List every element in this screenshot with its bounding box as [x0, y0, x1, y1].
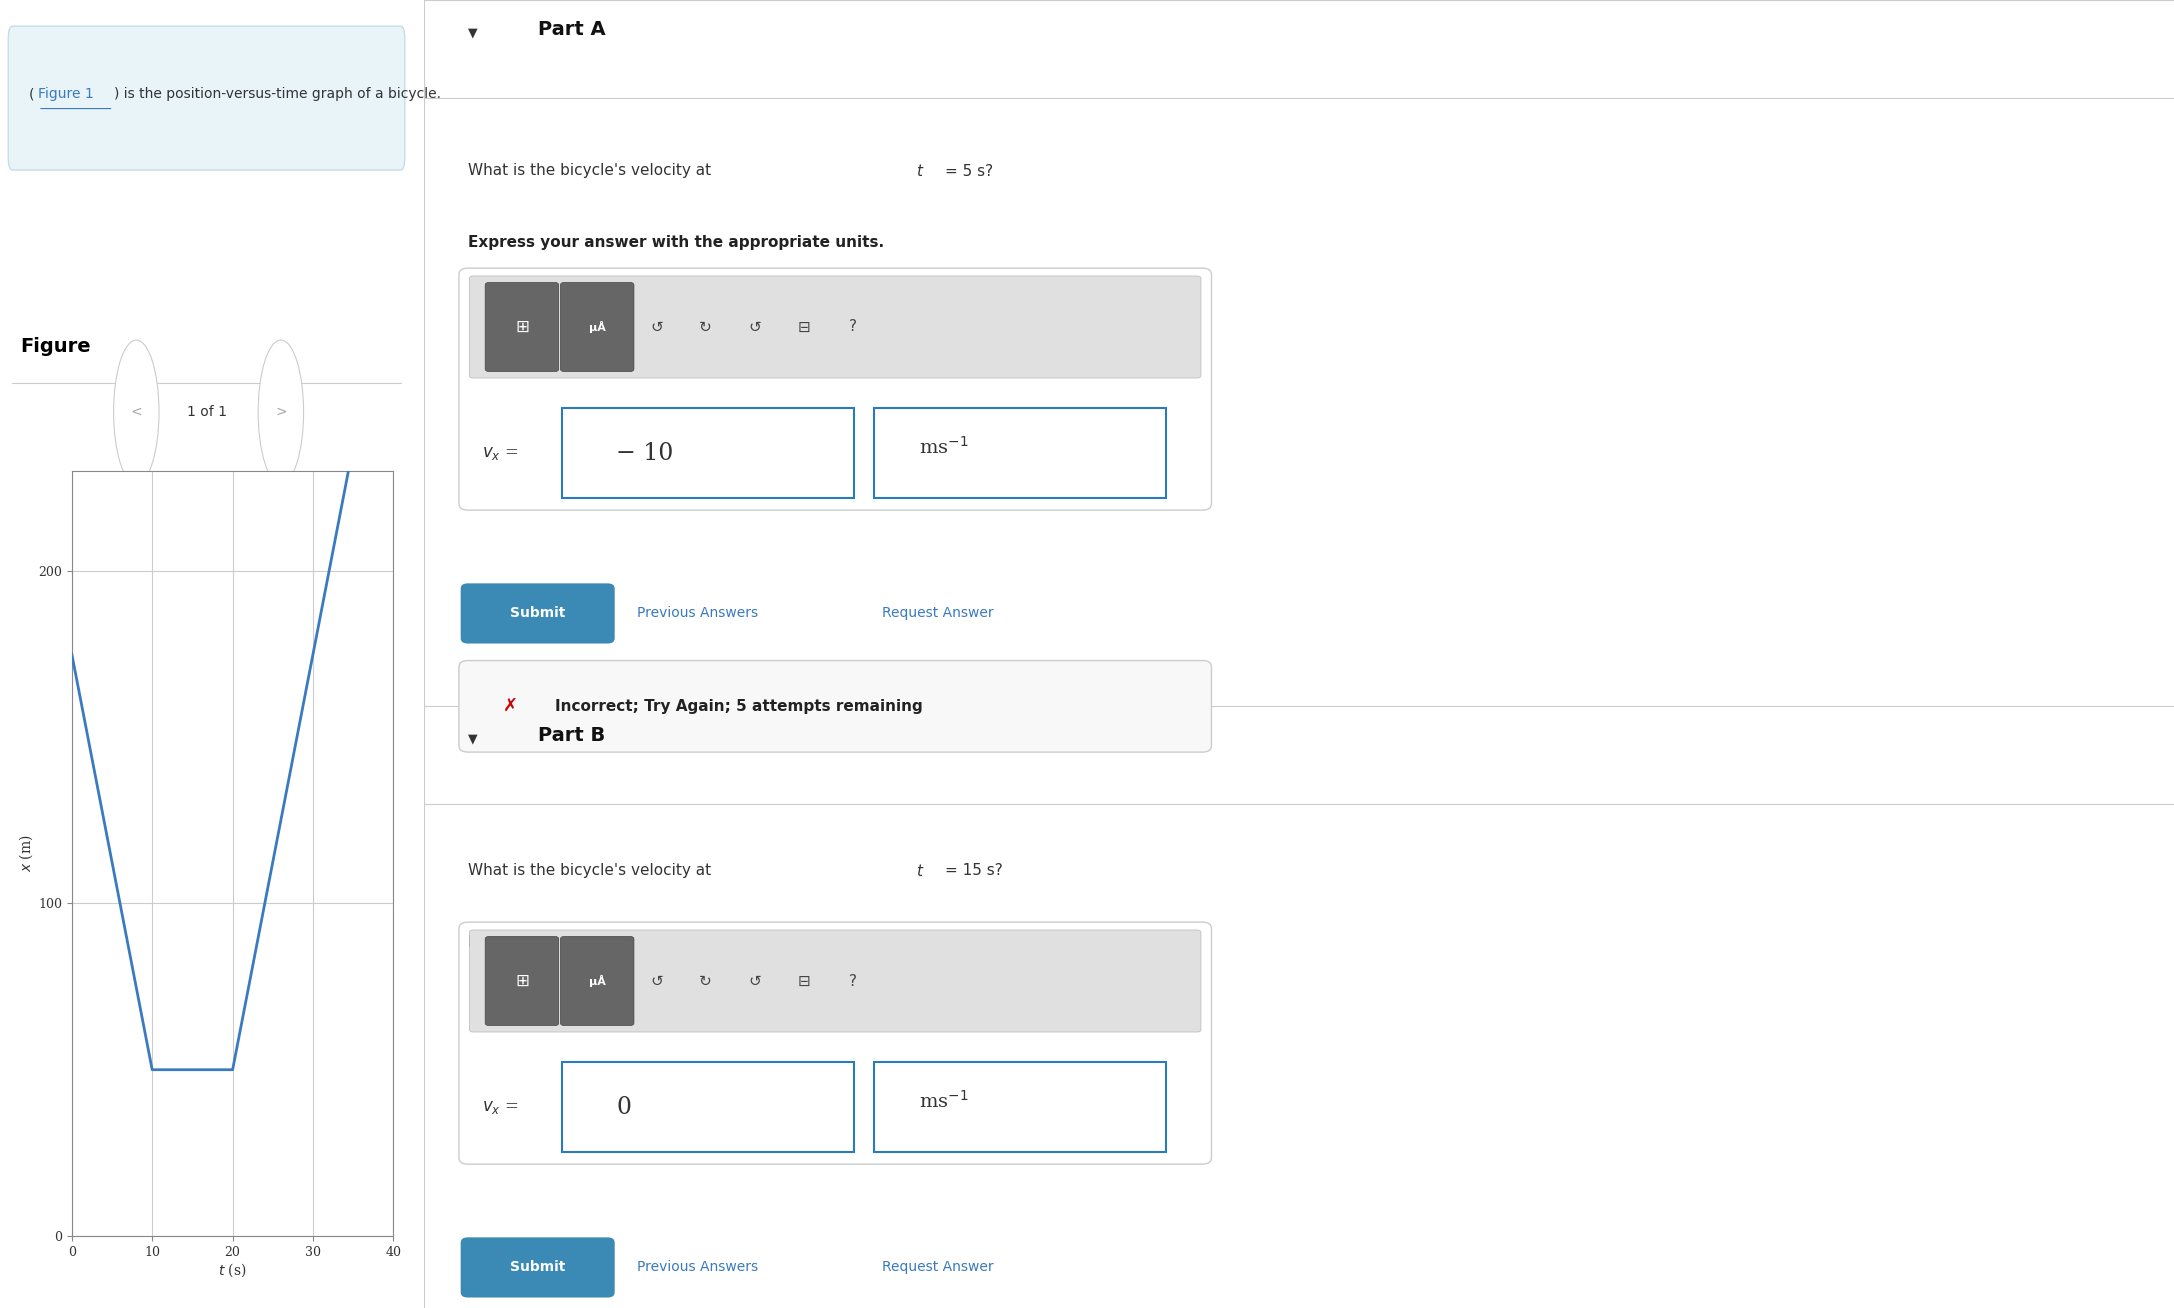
Text: ms$^{-1}$: ms$^{-1}$	[920, 1090, 970, 1112]
Text: $t$: $t$	[915, 863, 924, 879]
Text: ✗: ✗	[502, 697, 517, 715]
FancyBboxPatch shape	[9, 26, 404, 170]
FancyBboxPatch shape	[874, 1062, 1165, 1152]
FancyBboxPatch shape	[459, 268, 1211, 510]
Text: Submit: Submit	[511, 607, 565, 620]
Text: ⊞: ⊞	[515, 972, 528, 990]
FancyBboxPatch shape	[561, 937, 635, 1025]
Text: Submit: Submit	[511, 1261, 565, 1274]
Text: What is the bicycle's velocity at: What is the bicycle's velocity at	[467, 863, 715, 878]
Text: What is the bicycle's velocity at: What is the bicycle's velocity at	[467, 164, 715, 178]
Text: − 10: − 10	[617, 442, 674, 464]
Text: Part A: Part A	[537, 20, 604, 39]
FancyBboxPatch shape	[563, 1062, 854, 1152]
Text: ?: ?	[848, 973, 857, 989]
FancyBboxPatch shape	[470, 276, 1200, 378]
Text: Part B: Part B	[537, 726, 604, 746]
Circle shape	[113, 340, 159, 484]
FancyBboxPatch shape	[424, 804, 2174, 1308]
Text: = 5 s?: = 5 s?	[946, 164, 994, 178]
FancyBboxPatch shape	[485, 283, 559, 371]
FancyBboxPatch shape	[561, 283, 635, 371]
Text: ↻: ↻	[700, 319, 713, 335]
Text: ?: ?	[848, 319, 857, 335]
Text: <: <	[130, 405, 141, 419]
Text: Request Answer: Request Answer	[883, 1261, 994, 1274]
Text: ↻: ↻	[700, 973, 713, 989]
Text: >: >	[276, 405, 287, 419]
Text: ↺: ↺	[650, 973, 663, 989]
Text: ms$^{-1}$: ms$^{-1}$	[920, 436, 970, 458]
Y-axis label: $x$ (m): $x$ (m)	[17, 835, 35, 872]
FancyBboxPatch shape	[563, 408, 854, 498]
Text: (: (	[28, 88, 35, 101]
Text: ⊞: ⊞	[515, 318, 528, 336]
FancyBboxPatch shape	[459, 922, 1211, 1164]
Text: ↺: ↺	[748, 319, 761, 335]
Circle shape	[259, 340, 304, 484]
Text: Express your answer with the appropriate units.: Express your answer with the appropriate…	[467, 235, 885, 250]
FancyBboxPatch shape	[461, 1237, 615, 1298]
FancyBboxPatch shape	[461, 583, 615, 644]
Text: μÅ: μÅ	[589, 320, 607, 334]
FancyBboxPatch shape	[424, 98, 2174, 719]
Text: 0: 0	[617, 1096, 630, 1118]
FancyBboxPatch shape	[485, 937, 559, 1025]
Text: ▼: ▼	[467, 26, 478, 39]
Text: ⊟: ⊟	[798, 319, 811, 335]
Text: = 15 s?: = 15 s?	[946, 863, 1002, 878]
Text: ▼: ▼	[467, 732, 478, 746]
Text: $v_x$ =: $v_x$ =	[483, 445, 517, 462]
Text: μÅ: μÅ	[589, 974, 607, 988]
Text: ⊟: ⊟	[798, 973, 811, 989]
Text: Figure: Figure	[22, 337, 91, 356]
Text: Incorrect; Try Again; 5 attempts remaining: Incorrect; Try Again; 5 attempts remaini…	[554, 698, 924, 714]
Text: $t$: $t$	[915, 164, 924, 179]
FancyBboxPatch shape	[470, 930, 1200, 1032]
X-axis label: $t$ (s): $t$ (s)	[217, 1261, 248, 1279]
Text: ↺: ↺	[650, 319, 663, 335]
Text: Previous Answers: Previous Answers	[637, 607, 759, 620]
FancyBboxPatch shape	[874, 408, 1165, 498]
Text: ↺: ↺	[748, 973, 761, 989]
Text: Previous Answers: Previous Answers	[637, 1261, 759, 1274]
Text: ) is the position-versus-time graph of a bicycle.: ) is the position-versus-time graph of a…	[115, 88, 441, 101]
FancyBboxPatch shape	[459, 661, 1211, 752]
Text: Express your answer with the appropriate units.: Express your answer with the appropriate…	[467, 935, 885, 950]
Text: $v_x$ =: $v_x$ =	[483, 1099, 517, 1116]
Text: Request Answer: Request Answer	[883, 607, 994, 620]
Text: 1 of 1: 1 of 1	[187, 405, 226, 419]
Text: Figure 1: Figure 1	[37, 88, 93, 101]
